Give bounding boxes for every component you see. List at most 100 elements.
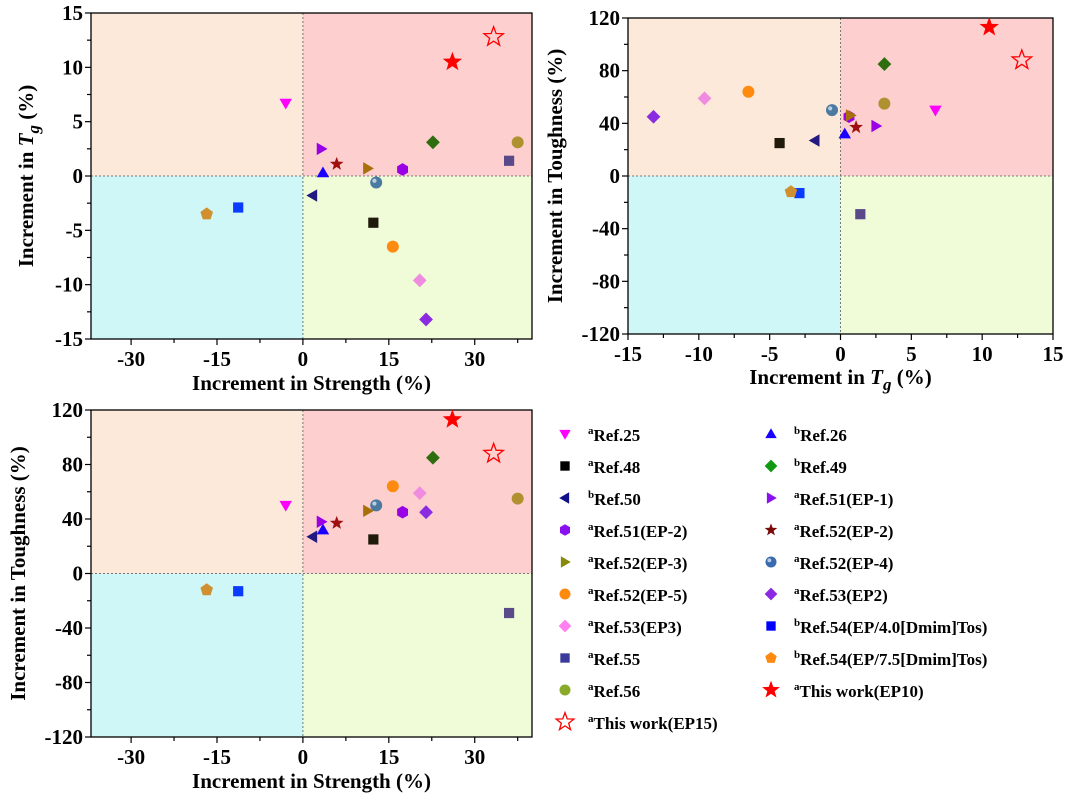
- point-ref-48: [774, 137, 785, 149]
- quadrant-upper-right: [840, 18, 1053, 176]
- quadrant-lower-left: [91, 176, 303, 339]
- legend-label: aRef.52(EP-4): [794, 553, 893, 573]
- y-tick-label: 40: [62, 507, 83, 531]
- legend-item-ref-26: bRef.26: [765, 425, 847, 445]
- x-tick-label: -15: [203, 745, 231, 769]
- point-ref-56: [511, 492, 524, 505]
- data-points: [646, 17, 1034, 220]
- x-tick-label: -15: [203, 347, 231, 371]
- point-ref-53-ep3: [697, 91, 712, 106]
- y-axis-label: Increment in Toughness (%): [6, 446, 30, 701]
- legend-item-this-work-ep10: aThis work(EP10): [762, 680, 924, 701]
- legend-label: bRef.26: [794, 425, 847, 445]
- point-ref-48: [368, 217, 379, 228]
- sphere-highlight: [767, 558, 772, 563]
- x-tick-label: 15: [378, 347, 399, 371]
- legend-marker-diamond-icon: [764, 459, 778, 473]
- point-ref-52-ep-3: [845, 109, 857, 122]
- legend-marker-circle-icon: [559, 684, 571, 696]
- x-axis-label: Increment in Tg (%): [749, 365, 932, 394]
- y-tick-label: 80: [599, 59, 620, 83]
- legend-label: bRef.49: [794, 457, 847, 477]
- legend-item-ref-51-ep-2: aRef.51(EP-2): [560, 521, 687, 541]
- point-ref-54-ep-7-5-dmim-tos: [200, 583, 213, 596]
- x-tick-label: 30: [464, 745, 485, 769]
- legend-item-ref-25: aRef.25: [559, 425, 640, 445]
- sphere-highlight: [372, 178, 377, 183]
- point-ref-48: [368, 534, 379, 545]
- point-ref-54-ep-4-0-dmim-tos: [794, 188, 805, 199]
- legend-marker-star-open-icon: [554, 710, 576, 732]
- y-tick-label: -80: [55, 671, 83, 695]
- point-ref-51-ep-1: [316, 515, 328, 528]
- y-tick-label: 0: [73, 562, 84, 586]
- point-ref-51-ep-2: [397, 505, 409, 519]
- legend-marker-square-icon: [766, 621, 776, 631]
- x-tick-label: 5: [906, 342, 917, 366]
- legend-item-ref-50: bRef.50: [559, 489, 641, 509]
- x-tick-label: 0: [298, 745, 309, 769]
- legend-label: aThis work(EP10): [794, 681, 924, 701]
- quadrant-lower-right: [302, 573, 532, 737]
- point-ref-26: [838, 127, 851, 139]
- y-tick-label: 0: [610, 164, 621, 188]
- point-ref-54-ep-7-5-dmim-tos: [784, 185, 798, 198]
- point-ref-25: [279, 98, 292, 110]
- y-tick-label: -120: [45, 725, 84, 749]
- legend-label: aRef.55: [588, 649, 640, 669]
- sphere-body: [826, 104, 838, 117]
- x-tick-label: 0: [835, 342, 846, 366]
- point-ref-54-ep-7-5-dmim-tos: [200, 207, 213, 220]
- sphere-highlight: [828, 106, 833, 111]
- x-tick-label: 10: [972, 342, 993, 366]
- legend-label: bRef.54(EP/4.0[Dmim]Tos): [794, 617, 987, 637]
- legend-marker-triangle-down-icon: [559, 429, 571, 440]
- legend-item-ref-55: aRef.55: [560, 649, 640, 669]
- point-this-work-ep10: [442, 409, 463, 428]
- legend-item-ref-51-ep-1: aRef.51(EP-1): [766, 489, 893, 509]
- point-ref-25: [279, 500, 292, 512]
- y-tick-label: 120: [52, 398, 84, 422]
- sphere-highlight: [372, 501, 377, 506]
- y-tick-label: 15: [62, 1, 83, 25]
- legend-marker-square-icon: [560, 461, 570, 471]
- data-points: [200, 24, 524, 327]
- point-ref-51-ep-1: [316, 142, 328, 156]
- legend-label: aRef.51(EP-2): [588, 521, 687, 541]
- point-ref-52-ep-4: [370, 499, 383, 512]
- legend-label: aRef.53(EP3): [588, 617, 682, 637]
- legend-marker-square-icon: [560, 653, 570, 663]
- sphere-body: [370, 499, 383, 512]
- legend-marker-circle-icon: [559, 588, 571, 600]
- point-ref-52-ep-2: [329, 515, 344, 529]
- point-ref-49: [877, 57, 892, 71]
- point-ref-52-ep-3: [363, 162, 374, 175]
- y-tick-label: -80: [592, 269, 620, 293]
- legend-label: bRef.54(EP/7.5[Dmim]Tos): [794, 649, 987, 669]
- legend-label: aRef.25: [588, 425, 640, 445]
- point-ref-51-ep-2: [397, 163, 409, 176]
- legend-label: aRef.52(EP-3): [588, 553, 687, 573]
- point-ref-52-ep-4: [370, 176, 383, 189]
- legend-marker-triangle-up-icon: [765, 428, 777, 439]
- legend-label: bRef.50: [588, 489, 641, 509]
- x-tick-label: -15: [614, 342, 642, 366]
- point-ref-53-ep3: [412, 273, 427, 288]
- point-ref-55: [503, 607, 515, 619]
- point-ref-52-ep-5: [386, 240, 399, 253]
- quadrant-lower-left: [628, 176, 841, 334]
- point-this-work-ep15: [1010, 48, 1034, 70]
- legend-marker-pentagon-icon: [765, 651, 777, 663]
- legend-item-ref-56: aRef.56: [559, 681, 640, 701]
- legend-marker-hexagon-icon: [560, 524, 570, 536]
- quadrant-upper-left: [91, 410, 303, 574]
- y-tick-label: 10: [62, 55, 83, 79]
- point-ref-26: [316, 523, 330, 535]
- legend-item-ref-52-ep-2: aRef.52(EP-2): [764, 521, 893, 541]
- quadrant-lower-right: [840, 176, 1053, 334]
- x-tick-label: -30: [117, 347, 145, 371]
- quadrant-lower-left: [91, 573, 303, 737]
- legend-item-ref-49: bRef.49: [764, 457, 847, 477]
